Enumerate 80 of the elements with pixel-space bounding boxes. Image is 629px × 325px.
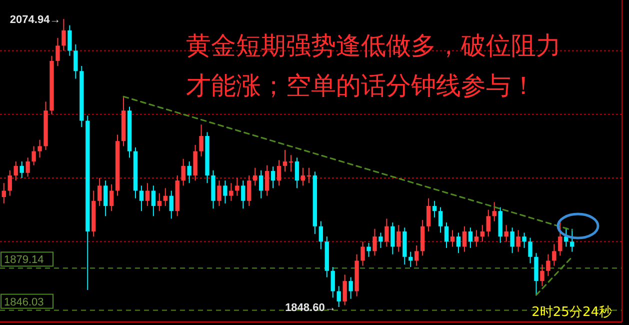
candlestick: [26, 157, 30, 178]
candlestick: [468, 227, 473, 248]
candlestick: [187, 160, 192, 184]
candlestick: [414, 244, 419, 266]
candlestick: [432, 200, 437, 218]
annotation: 2时25分24秒: [532, 305, 612, 320]
candlestick: [486, 209, 490, 238]
candlestick: [139, 185, 144, 212]
candlestick: [504, 224, 508, 242]
candlestick: [169, 190, 174, 220]
candlestick: [456, 232, 461, 254]
candlestick: [20, 160, 24, 178]
annotation: 2074.94→: [10, 14, 61, 26]
candlestick: [300, 167, 306, 186]
candlestick: [396, 224, 401, 252]
candlestick: [282, 149, 288, 172]
candlestick: [366, 242, 371, 258]
candlestick: [163, 188, 168, 206]
candlestick: [390, 222, 395, 255]
candlestick: [360, 241, 365, 266]
candlestick: [253, 167, 258, 186]
candlestick: [510, 227, 514, 254]
candlestick: [540, 264, 544, 287]
candlestick: [109, 184, 114, 212]
candlestick: [264, 164, 270, 196]
candlestick: [2, 182, 6, 204]
ref-line-label: 1879.14: [4, 254, 44, 266]
annotation: 1848.60→: [285, 302, 336, 314]
candlestick: [450, 230, 455, 248]
candlestick: [378, 232, 383, 248]
candlestick: [426, 198, 431, 232]
candlestick: [217, 180, 222, 206]
candlestick: [103, 180, 108, 217]
candlestick: [199, 124, 204, 157]
candlestick: [229, 182, 234, 202]
candlestick: [372, 228, 377, 256]
candlestick: [241, 180, 246, 210]
candlestick: [258, 170, 264, 199]
candlestick: [68, 24, 72, 56]
candlestick: [330, 266, 335, 298]
candlestick: [480, 224, 484, 242]
candlestick: [157, 192, 162, 212]
candlestick: [56, 38, 60, 67]
candlestick: [145, 182, 150, 206]
ref-line-label: 1846.03: [4, 296, 44, 308]
candlestick: [270, 166, 276, 189]
candlestick: [516, 230, 520, 252]
candlestick: [223, 180, 228, 204]
candlestick: [348, 276, 353, 300]
candlestick: [276, 160, 282, 186]
candlestick: [558, 220, 562, 256]
candlestick: [318, 220, 323, 250]
candlestick: [522, 232, 526, 248]
candlestick: [14, 160, 18, 182]
candlestick: [474, 230, 479, 248]
candlestick: [546, 254, 550, 276]
candlestick: [570, 228, 574, 252]
candlestick: [462, 226, 467, 252]
candlestick: [235, 177, 240, 196]
candlestick: [336, 286, 341, 308]
candlestick: [151, 185, 156, 217]
candlestick: [32, 146, 36, 166]
candlestick: [444, 222, 449, 248]
candlestick: [294, 157, 300, 189]
candlestick: [552, 244, 556, 266]
candlestick: [492, 202, 496, 222]
candlestick: [384, 218, 389, 248]
candlestick: [528, 237, 532, 264]
candlestick: [438, 206, 443, 234]
candlestick: [288, 154, 294, 172]
candlestick: [74, 44, 78, 80]
candlestick: [8, 170, 12, 196]
candlestick: [342, 274, 347, 306]
candlestick: [247, 174, 252, 206]
candlestick: [181, 158, 186, 186]
candlestick: [306, 167, 312, 184]
candlestick: [62, 18, 66, 52]
annotation: 黄金短期强势逢低做多，破位阻力才能涨；空单的话分钟线参与！: [186, 31, 561, 100]
candlestick: [97, 177, 102, 206]
candlestick: [38, 139, 42, 158]
